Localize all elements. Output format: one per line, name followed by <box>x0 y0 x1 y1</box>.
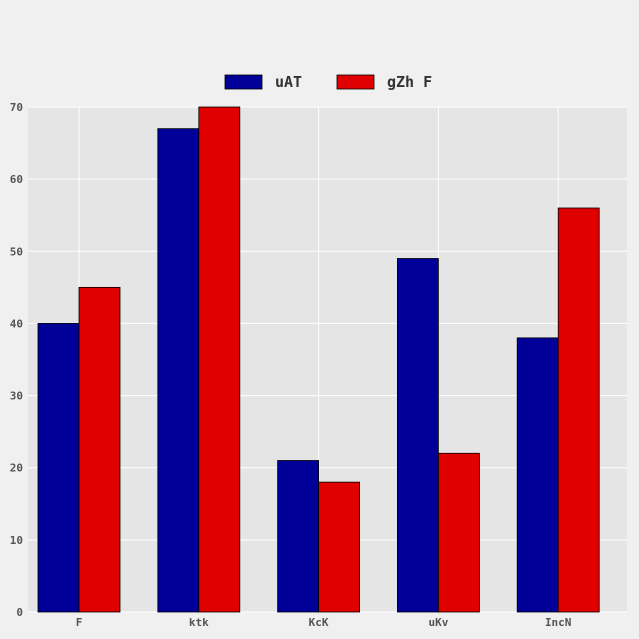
bar-ktk-uAT <box>157 128 200 613</box>
y-tick-label: 10 <box>10 534 23 547</box>
legend-label: uAT <box>275 73 302 91</box>
legend-swatch <box>336 74 375 90</box>
x-tick-label: ktk <box>189 616 209 629</box>
bar-ktk-gZh-F <box>198 106 241 613</box>
bar-KcK-gZh-F <box>318 481 361 613</box>
y-tick-label: 50 <box>10 245 23 258</box>
x-tick-label: F <box>76 616 83 629</box>
y-tick-label: 40 <box>10 317 23 330</box>
bar-uKv-uAT <box>396 258 439 613</box>
y-tick-label: 70 <box>10 101 23 114</box>
bars <box>37 106 600 613</box>
bar-IncN-uAT <box>516 337 559 613</box>
legend-swatch <box>224 74 263 90</box>
legend: uAT gZh F <box>224 73 432 91</box>
y-axis-ticks: 0 10 20 30 40 50 60 70 <box>10 101 23 619</box>
y-tick-label: 30 <box>10 390 23 403</box>
bar-uKv-gZh-F <box>437 452 480 613</box>
bar-F-uAT <box>37 323 80 613</box>
x-tick-label: KcK <box>309 616 329 629</box>
y-tick-label: 60 <box>10 173 23 186</box>
legend-label: gZh F <box>387 73 432 91</box>
y-tick-label: 20 <box>10 462 23 475</box>
y-tick-label: 0 <box>16 606 23 619</box>
bar-KcK-uAT <box>277 460 320 613</box>
x-tick-label: IncN <box>545 616 572 629</box>
bar-IncN-gZh-F <box>557 207 600 613</box>
x-tick-label: uKv <box>428 616 448 629</box>
bar-F-gZh-F <box>78 286 121 613</box>
